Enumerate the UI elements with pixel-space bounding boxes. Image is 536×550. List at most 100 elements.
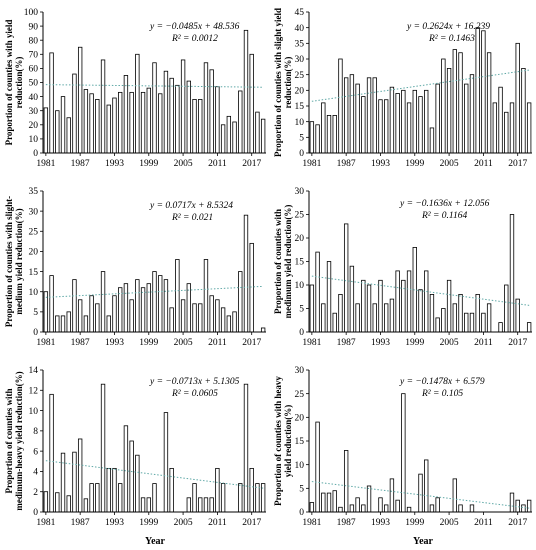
bar: [446, 279, 452, 333]
bar: [249, 467, 254, 513]
bar: [215, 467, 220, 513]
bar: [349, 504, 355, 513]
bar: [406, 506, 412, 513]
regression-equation: y = 0.2624x + 16.239: [406, 22, 490, 32]
bar: [55, 492, 60, 513]
bar: [366, 284, 372, 333]
bar: [169, 467, 174, 513]
bar: [389, 478, 395, 513]
bar: [192, 99, 197, 154]
x-tick-label: 1981: [36, 159, 55, 169]
bar: [175, 259, 180, 333]
chart-panel-medium-yield-reduction: 0 5 10 15 20 25 30 1981 1987 1993 1999 2005 2011 2017…: [273, 187, 532, 348]
bar: [366, 77, 372, 154]
bar: [441, 308, 446, 333]
y-axis-label: medium yield reduction(%): [14, 208, 24, 314]
y-tick-label: 0: [299, 508, 304, 518]
bar: [260, 327, 266, 333]
y-tick-label: 35: [295, 40, 305, 50]
bar: [515, 499, 520, 513]
bar: [238, 483, 243, 513]
bar: [226, 115, 232, 154]
y-tick-label: 70: [29, 51, 39, 61]
bar: [384, 99, 389, 154]
x-tick-label: 2005: [174, 518, 193, 528]
bar: [163, 279, 169, 333]
y-tick-label: 20: [295, 234, 305, 244]
bar: [509, 214, 515, 333]
bar: [378, 279, 383, 333]
y-tick-label: 80: [29, 36, 39, 46]
x-tick-label: 1993: [371, 518, 390, 528]
bar: [435, 497, 440, 513]
bar: [209, 295, 214, 333]
bar: [232, 121, 237, 154]
bar: [243, 29, 249, 154]
y-axis-label: reduction(%): [14, 57, 24, 109]
bar: [203, 62, 209, 154]
bar: [260, 118, 266, 154]
x-tick-label: 1999: [405, 518, 424, 528]
bar: [220, 307, 226, 333]
bar: [66, 311, 71, 333]
bar: [209, 497, 214, 513]
bar: [123, 75, 129, 154]
bar: [215, 299, 220, 333]
y-tick-label: 8: [33, 427, 38, 437]
bar: [158, 93, 163, 154]
r-squared: R² = 0.0605: [171, 389, 218, 399]
bar: [464, 312, 469, 333]
bar: [77, 438, 83, 513]
bar: [361, 504, 366, 513]
bar: [198, 497, 203, 513]
x-tick-label: 2011: [474, 518, 493, 528]
bar: [498, 322, 503, 333]
bar: [169, 77, 174, 154]
bar: [146, 497, 151, 513]
bar: [95, 483, 100, 513]
bar: [315, 251, 320, 333]
bar: [332, 312, 337, 333]
bar: [401, 89, 406, 154]
y-tick-label: 30: [29, 207, 39, 217]
bar: [152, 483, 157, 513]
x-tick-label: 1999: [139, 338, 158, 348]
bar: [326, 261, 332, 333]
chart-panel-slight-medium-yield-reduction: 0 5 10 15 20 25 30 35 1981 1987 1993 1999 2005 2011 20…: [4, 187, 266, 348]
bar: [452, 303, 457, 333]
bar: [226, 315, 232, 333]
bar: [384, 303, 389, 333]
bar: [458, 504, 463, 513]
bar: [372, 303, 377, 333]
bar: [504, 111, 509, 154]
bar: [321, 492, 326, 513]
bar: [95, 99, 100, 154]
bar: [418, 473, 423, 513]
x-tick-label: 1981: [302, 518, 321, 528]
x-tick-label: 2005: [440, 338, 459, 348]
bar: [72, 73, 77, 154]
x-tick-label: 1981: [36, 518, 55, 528]
bar: [77, 46, 83, 154]
bar: [332, 490, 337, 513]
x-tick-label: 2017: [508, 518, 527, 528]
y-tick-label: 15: [29, 268, 39, 278]
x-tick-label: 1987: [337, 518, 356, 528]
y-tick-label: 20: [295, 87, 305, 97]
bar: [424, 270, 429, 333]
bar: [486, 52, 492, 154]
bar: [469, 312, 475, 333]
bar: [72, 279, 77, 333]
bar: [338, 58, 343, 154]
bar: [43, 107, 49, 154]
r-squared: R² = 0.1164: [421, 211, 467, 221]
y-tick-label: 0: [299, 149, 304, 159]
bar: [378, 497, 383, 513]
y-tick-label: 25: [295, 390, 305, 400]
x-tick-label: 1999: [405, 338, 424, 348]
x-tick-label: 2011: [208, 159, 227, 169]
regression-equation: y = −0.1636x + 12.056: [399, 199, 490, 209]
bar: [118, 287, 123, 333]
bar: [418, 289, 423, 333]
bar: [315, 421, 320, 513]
